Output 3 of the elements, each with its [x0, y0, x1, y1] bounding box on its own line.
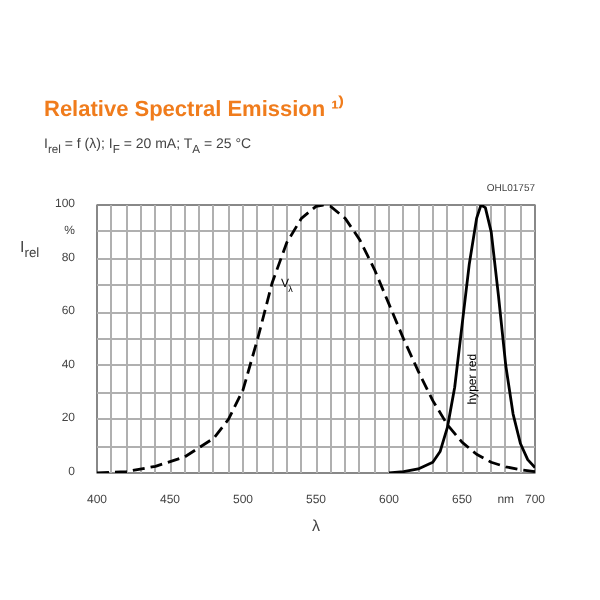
x-axis-title: λ: [312, 517, 320, 535]
chart-title: Relative Spectral Emission ¹⁾: [44, 96, 343, 126]
y-axis-title: I$_{rel}$: [20, 236, 40, 265]
